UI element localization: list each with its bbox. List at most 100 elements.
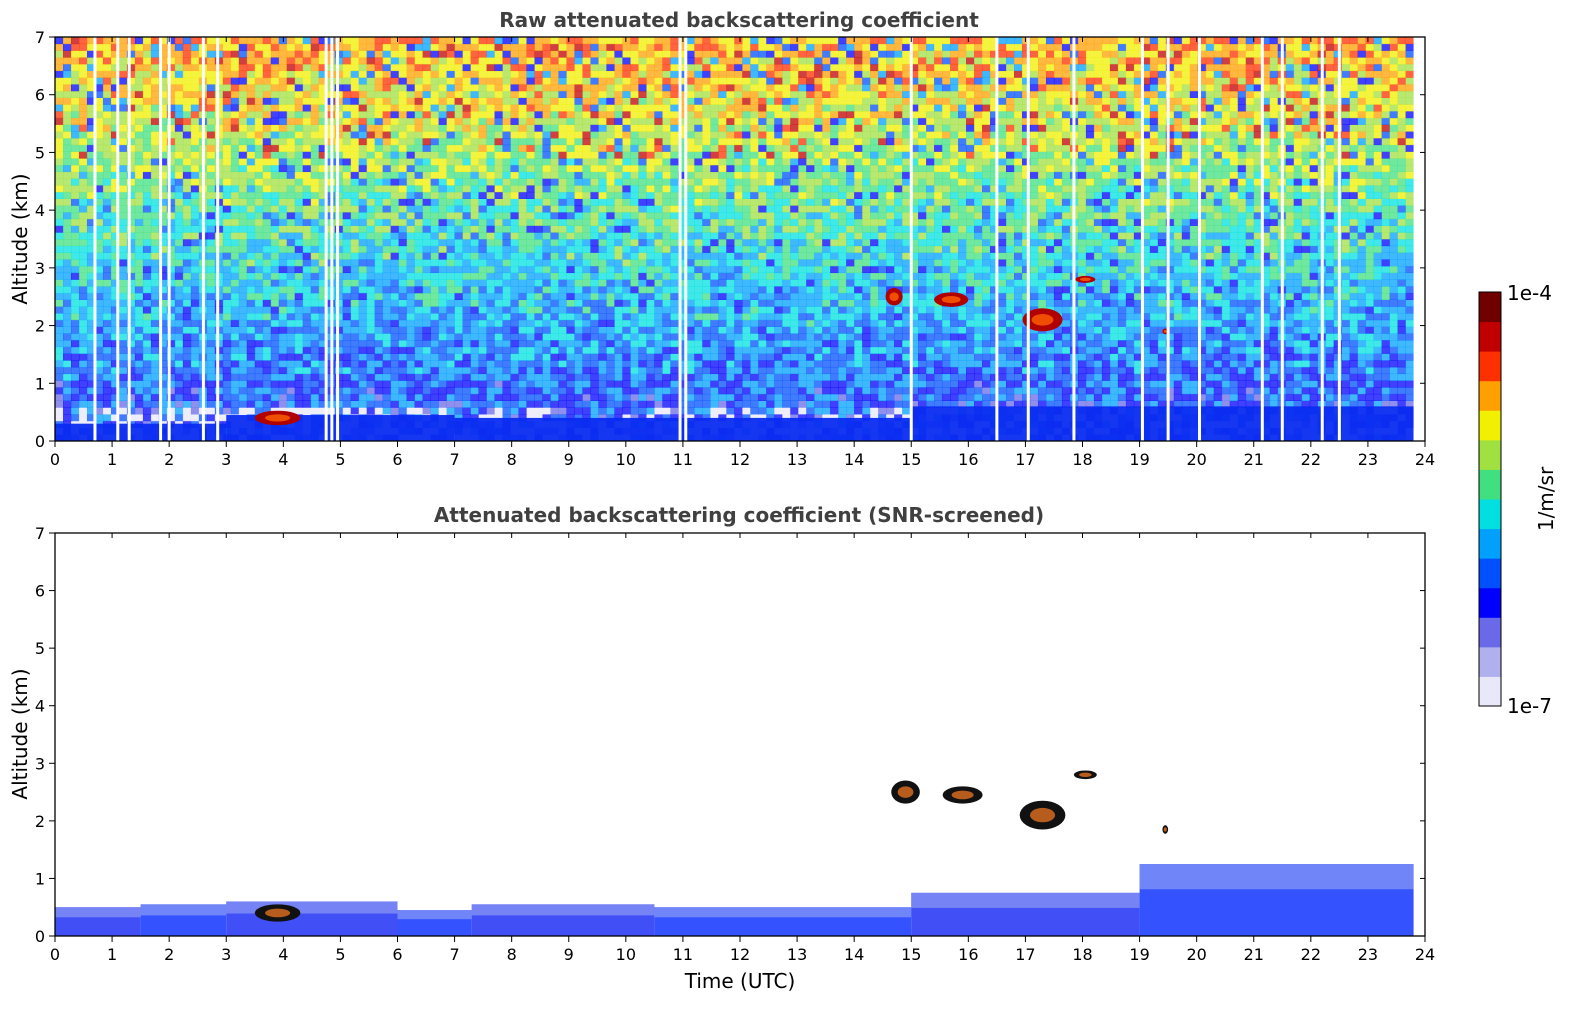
noise-cell — [726, 265, 735, 274]
noise-cell — [486, 400, 495, 408]
noise-cell — [830, 299, 839, 307]
noise-cell — [190, 279, 200, 287]
noise-cell — [230, 299, 240, 307]
noise-cell — [350, 279, 360, 287]
noise-cell — [510, 272, 519, 280]
noise-cell — [838, 366, 847, 375]
noise-cell — [918, 292, 927, 300]
noise-cell — [1381, 259, 1391, 267]
noise-cell — [1373, 319, 1383, 327]
noise-cell — [238, 340, 248, 348]
noise-cell — [846, 272, 855, 280]
noise-cell — [1014, 279, 1023, 287]
noise-cell — [1109, 259, 1119, 267]
noise-cell — [454, 380, 463, 388]
noise-cell — [166, 380, 176, 388]
noise-cell — [1189, 252, 1199, 260]
noise-cell — [1197, 346, 1207, 354]
noise-cell — [1157, 380, 1167, 388]
noise-cell — [598, 259, 607, 267]
noise-cell — [1309, 272, 1319, 280]
noise-cell — [1269, 252, 1279, 260]
noise-cell — [342, 239, 352, 247]
noise-cell — [206, 326, 216, 334]
noise-cell — [550, 346, 559, 354]
noise-cell — [142, 292, 152, 300]
noise-cell — [542, 326, 551, 334]
noise-cell — [998, 245, 1007, 253]
noise-cell — [1269, 340, 1279, 348]
noise-cell — [1125, 299, 1135, 307]
noise-cell — [318, 400, 328, 408]
noise-cell — [574, 340, 583, 348]
noise-cell — [950, 387, 959, 395]
noise-cell — [454, 319, 463, 327]
noise-cell — [86, 400, 96, 408]
noise-cell — [686, 387, 695, 395]
noise-cell — [814, 286, 823, 294]
noise-cell — [1006, 373, 1015, 381]
noise-cell — [814, 265, 823, 274]
noise-cell — [750, 272, 759, 280]
noise-cell — [246, 360, 256, 368]
noise-cell — [646, 407, 655, 415]
noise-cell — [638, 380, 647, 388]
noise-cell — [278, 360, 288, 368]
noise-cell — [342, 292, 352, 300]
noise-cell — [230, 340, 240, 348]
noise-cell — [1357, 279, 1367, 287]
noise-cell — [102, 272, 112, 280]
noise-cell — [590, 259, 599, 267]
noise-cell — [710, 400, 719, 408]
noise-cell — [350, 306, 360, 314]
noise-cell — [1397, 252, 1406, 260]
noise-cell — [798, 272, 807, 280]
noise-cell — [982, 265, 991, 274]
noise-cell — [590, 346, 599, 354]
noise-cell — [486, 319, 495, 327]
noise-cell — [934, 340, 943, 348]
noise-cell — [1197, 319, 1207, 327]
noise-cell — [182, 366, 192, 375]
noise-cell — [574, 299, 583, 307]
noise-cell — [1269, 387, 1279, 395]
noise-cell — [70, 265, 80, 274]
noise-cell — [286, 353, 296, 361]
noise-cell — [342, 259, 352, 267]
noise-cell — [86, 326, 96, 334]
noise-cell — [1373, 245, 1383, 253]
noise-cell — [966, 393, 975, 401]
noise-cell — [358, 319, 368, 327]
noise-cell — [550, 259, 559, 267]
noise-cell — [1245, 366, 1255, 375]
noise-cell — [966, 387, 975, 395]
noise-cell — [158, 340, 168, 348]
noise-cell — [686, 340, 695, 348]
noise-cell — [438, 279, 447, 287]
noise-cell — [414, 387, 424, 395]
noise-cell — [70, 252, 80, 260]
noise-cell — [614, 407, 623, 415]
noise-cell — [494, 387, 503, 395]
noise-cell — [782, 265, 791, 274]
noise-cell — [966, 353, 975, 361]
noise-cell — [174, 340, 184, 348]
noise-cell — [550, 400, 559, 408]
noise-cell — [318, 292, 328, 300]
noise-cell — [982, 353, 991, 361]
noise-cell — [886, 319, 895, 327]
noise-cell — [1309, 245, 1319, 253]
noise-cell — [646, 360, 655, 368]
noise-cell — [518, 245, 527, 253]
noise-cell — [1133, 259, 1143, 267]
noise-cell — [126, 252, 136, 260]
noise-cell — [910, 306, 919, 314]
noise-cell — [718, 306, 727, 314]
noise-cell — [470, 313, 479, 321]
noise-cell — [886, 340, 895, 348]
noise-cell — [542, 272, 551, 280]
noise-cell — [438, 313, 447, 321]
noise-cell — [1077, 373, 1087, 381]
noise-cell — [1029, 373, 1039, 381]
noise-cell — [246, 326, 256, 334]
